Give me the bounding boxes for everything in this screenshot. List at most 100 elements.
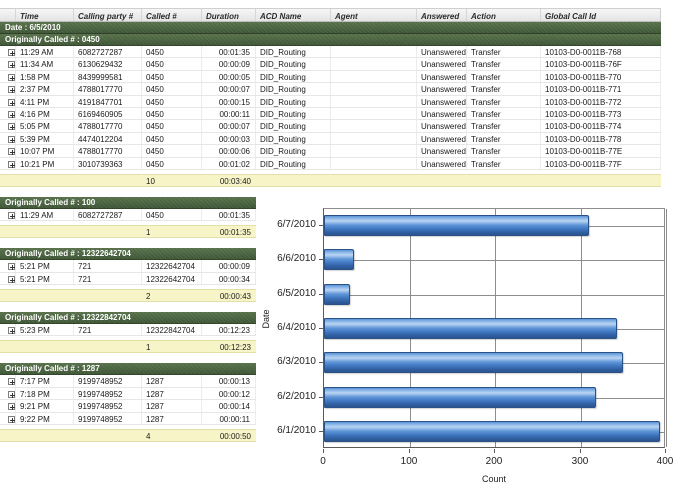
column-header-calling-party[interactable]: Calling party #: [74, 9, 142, 21]
table-row[interactable]: 10:21 PM 3010739363 0450 00:01:02 DID_Routin…: [0, 157, 661, 170]
column-header-agent[interactable]: Agent: [331, 9, 417, 21]
cell-answered: Unanswered: [417, 58, 467, 70]
plus-expand-icon[interactable]: [8, 327, 15, 335]
cell-answered: Unanswered: [417, 157, 467, 169]
row-expand-cell[interactable]: [0, 95, 16, 107]
plus-expand-icon[interactable]: [8, 378, 15, 386]
row-expand-cell[interactable]: [0, 145, 16, 157]
cell-duration: 00:00:11: [202, 412, 256, 425]
total-duration-cell: 00:01:35: [219, 228, 251, 238]
plus-expand-icon[interactable]: [8, 98, 15, 106]
cell-calling-party: 4788017770: [74, 120, 142, 132]
cell-calling-party: 8439999581: [74, 70, 142, 83]
cell-answered: Unanswered: [417, 95, 467, 107]
column-header-global-call-id[interactable]: Global Call Id: [541, 9, 661, 21]
chart-bar[interactable]: [324, 318, 617, 339]
cell-called: 0450: [142, 70, 202, 83]
chart-bar[interactable]: [324, 284, 350, 305]
cell-calling-party: 721: [74, 272, 142, 285]
cell-called: 1287: [142, 375, 202, 387]
cell-called: 0450: [142, 157, 202, 169]
column-header-acd-name[interactable]: ACD Name: [256, 9, 331, 21]
table-row[interactable]: 2:37 PM 4788017770 0450 00:00:07 DID_Routing…: [0, 83, 661, 96]
plus-expand-icon[interactable]: [8, 415, 15, 423]
plus-expand-icon[interactable]: [8, 123, 15, 131]
plus-expand-icon[interactable]: [8, 275, 15, 283]
row-expand-cell[interactable]: [0, 46, 16, 58]
plus-expand-icon[interactable]: [8, 263, 15, 271]
plus-expand-icon[interactable]: [8, 390, 15, 398]
column-header-time[interactable]: Time: [16, 9, 74, 21]
plus-expand-icon[interactable]: [8, 61, 15, 69]
row-expand-cell[interactable]: [0, 107, 16, 120]
cell-called: 0450: [142, 132, 202, 145]
chart-bar[interactable]: [324, 387, 596, 408]
total-spacer: [0, 169, 661, 174]
table-row[interactable]: 4:11 PM 4191847701 0450 00:00:15 DID_Routing…: [0, 95, 661, 108]
column-header-called[interactable]: Called #: [142, 9, 202, 21]
cell-acd-name: DID_Routing: [256, 95, 331, 107]
cell-duration: 00:00:05: [202, 70, 256, 83]
calls-by-date-bar-chart: Date Count 6/7/2010 6/6/2010 6/5/2010 6/4/2…: [256, 196, 676, 485]
cell-time: 7:18 PM: [16, 387, 74, 400]
total-time-cell: [16, 430, 74, 441]
plus-expand-icon[interactable]: [8, 211, 15, 219]
row-expand-cell[interactable]: [0, 83, 16, 95]
row-expand-cell[interactable]: [0, 132, 16, 145]
row-expand-cell[interactable]: [0, 375, 16, 387]
row-expand-cell[interactable]: [0, 387, 16, 400]
cell-time: 5:23 PM: [16, 324, 74, 336]
chart-bar[interactable]: [324, 249, 354, 270]
cell-time: 5:05 PM: [16, 120, 74, 132]
cell-calling-party: 4788017770: [74, 83, 142, 95]
plus-expand-icon[interactable]: [8, 403, 15, 411]
row-expand-cell[interactable]: [0, 120, 16, 132]
chart-bar[interactable]: [324, 215, 589, 236]
cell-calling-party: 6130629432: [74, 58, 142, 70]
chart-y-tick-mark: [319, 397, 323, 398]
originally-called-group-header[interactable]: Originally Called # : 0450: [0, 34, 661, 46]
group-total-row: 10 00:03:40: [0, 173, 661, 187]
row-expand-cell[interactable]: [0, 58, 16, 70]
table-row[interactable]: 11:34 AM 6130629432 0450 00:00:09 DID_Routin…: [0, 58, 661, 71]
plus-expand-icon[interactable]: [8, 73, 15, 81]
cell-calling-party: 9199748952: [74, 412, 142, 425]
column-header-answered[interactable]: Answered: [417, 9, 467, 21]
chart-x-tick-mark: [323, 449, 324, 453]
row-expand-cell[interactable]: [0, 260, 16, 272]
row-expand-cell[interactable]: [0, 208, 16, 221]
cell-time: 2:37 PM: [16, 83, 74, 95]
chart-bar[interactable]: [324, 421, 660, 442]
row-expand-cell[interactable]: [0, 157, 16, 169]
cell-duration: 00:01:35: [202, 208, 256, 221]
table-row[interactable]: 1:58 PM 8439999581 0450 00:00:05 DID_Routing…: [0, 70, 661, 84]
table-row[interactable]: 4:16 PM 6169460905 0450 00:00:11 DID_Routing…: [0, 107, 661, 121]
plus-expand-icon[interactable]: [8, 49, 15, 56]
row-expand-cell[interactable]: [0, 272, 16, 285]
plus-expand-icon[interactable]: [8, 135, 15, 143]
cell-answered: Unanswered: [417, 132, 467, 145]
table-row[interactable]: 10:07 PM 4788017770 0450 00:00:06 DID_Routin…: [0, 145, 661, 158]
table-row[interactable]: 5:39 PM 4474012204 0450 00:00:03 DID_Routing…: [0, 132, 661, 146]
cell-called: 1287: [142, 387, 202, 400]
row-expand-cell[interactable]: [0, 412, 16, 425]
plus-expand-icon[interactable]: [8, 110, 15, 118]
cell-acd-name: DID_Routing: [256, 157, 331, 169]
chart-y-tick-label: 6/7/2010: [277, 219, 316, 230]
plus-expand-icon[interactable]: [8, 160, 15, 168]
plus-expand-icon[interactable]: [8, 148, 15, 156]
total-count-cell: 1: [146, 228, 151, 238]
cell-action: Transfer: [467, 70, 541, 83]
column-header-duration[interactable]: Duration: [202, 9, 256, 21]
row-expand-cell[interactable]: [0, 400, 16, 412]
column-header-action[interactable]: Action: [467, 9, 541, 21]
plus-expand-icon[interactable]: [8, 86, 15, 94]
table-row[interactable]: 11:29 AM 6082727287 0450 00:01:35 DID_Routin…: [0, 46, 661, 59]
chart-bar[interactable]: [324, 352, 623, 373]
column-header-expander[interactable]: [0, 9, 16, 21]
cell-acd-name: DID_Routing: [256, 70, 331, 83]
date-group-header[interactable]: Date : 6/5/2010: [0, 22, 661, 34]
table-row[interactable]: 5:05 PM 4788017770 0450 00:00:07 DID_Routing…: [0, 120, 661, 133]
row-expand-cell[interactable]: [0, 324, 16, 336]
row-expand-cell[interactable]: [0, 70, 16, 83]
